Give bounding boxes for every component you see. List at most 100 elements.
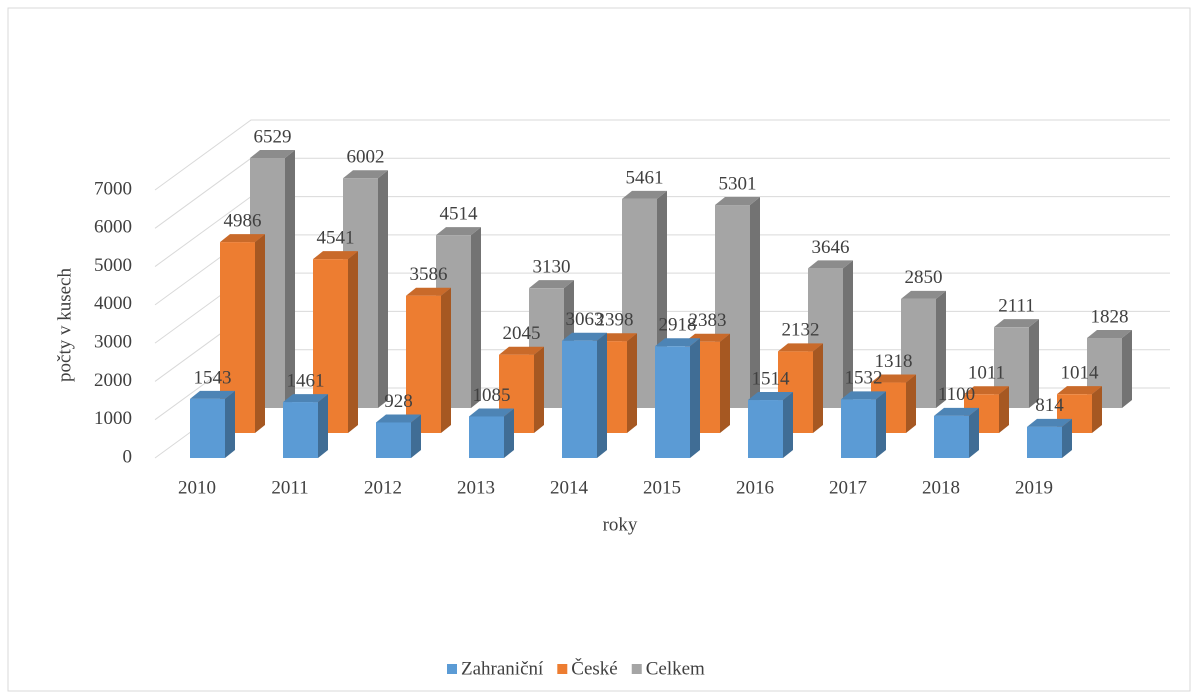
bar-side bbox=[690, 338, 700, 458]
bar-top bbox=[934, 407, 979, 416]
bar-side bbox=[876, 391, 886, 458]
bar-side bbox=[411, 414, 421, 458]
bar-side bbox=[1029, 319, 1039, 408]
data-label: 3646 bbox=[812, 237, 850, 258]
x-tick-label: 2017 bbox=[829, 477, 867, 498]
bar bbox=[841, 391, 886, 458]
bar-side bbox=[936, 290, 946, 408]
data-label: 1085 bbox=[473, 385, 511, 406]
bar-side bbox=[378, 170, 388, 408]
bar bbox=[469, 408, 514, 458]
bar-top bbox=[469, 408, 514, 417]
data-label: 1011 bbox=[968, 363, 1005, 384]
bar-side bbox=[843, 260, 853, 408]
bar-side bbox=[1092, 386, 1102, 433]
bar bbox=[1027, 418, 1072, 458]
bar-top bbox=[1027, 418, 1072, 427]
data-label: 1318 bbox=[875, 351, 913, 372]
bar-top bbox=[622, 190, 667, 199]
bar-top bbox=[1057, 386, 1102, 395]
data-label: 2918 bbox=[659, 315, 697, 336]
bar-side bbox=[1122, 330, 1132, 408]
bar-top bbox=[808, 260, 853, 269]
data-label: 1514 bbox=[752, 368, 791, 389]
bar-top bbox=[1087, 330, 1132, 339]
x-tick-label: 2012 bbox=[364, 477, 402, 498]
bar-side bbox=[627, 333, 637, 433]
data-label: 2111 bbox=[998, 296, 1035, 317]
bar-side bbox=[348, 251, 358, 433]
x-tick-label: 2019 bbox=[1015, 477, 1053, 498]
legend: Zahraniční České Celkem bbox=[447, 657, 705, 679]
bar-top bbox=[529, 280, 574, 289]
bar-front bbox=[406, 295, 441, 433]
bar-side bbox=[441, 287, 451, 433]
bar-side bbox=[471, 227, 481, 408]
data-label: 1532 bbox=[845, 368, 883, 389]
bar-top bbox=[499, 346, 544, 355]
bar bbox=[655, 338, 700, 458]
data-label: 3130 bbox=[533, 257, 571, 278]
bar bbox=[190, 390, 235, 458]
bar bbox=[283, 394, 328, 458]
y-tick-label: 1000 bbox=[94, 408, 132, 429]
bar-side bbox=[813, 343, 823, 433]
bar bbox=[748, 392, 793, 458]
bar-top bbox=[406, 287, 451, 296]
bar-top bbox=[964, 386, 1009, 395]
x-tick-label: 2016 bbox=[736, 477, 774, 498]
data-label: 5301 bbox=[719, 173, 757, 194]
data-label: 3586 bbox=[410, 264, 448, 285]
bar-front bbox=[1027, 426, 1062, 458]
bar-top bbox=[901, 290, 946, 299]
bar-side bbox=[225, 390, 235, 458]
bar-top bbox=[655, 338, 700, 347]
x-tick-label: 2010 bbox=[178, 477, 216, 498]
bar-side bbox=[504, 408, 514, 458]
legend-label: Zahraniční bbox=[461, 658, 544, 679]
x-tick-label: 2011 bbox=[271, 477, 308, 498]
x-tick-label: 2018 bbox=[922, 477, 960, 498]
data-label: 4514 bbox=[440, 204, 479, 225]
bar bbox=[499, 346, 544, 433]
bar-front bbox=[190, 398, 225, 458]
data-label: 2132 bbox=[782, 320, 820, 341]
bar-front bbox=[841, 399, 876, 458]
data-label: 1461 bbox=[287, 370, 325, 391]
bar-front bbox=[469, 416, 504, 458]
bar-top bbox=[220, 234, 265, 243]
y-tick-label: 2000 bbox=[94, 370, 132, 391]
data-label: 2850 bbox=[905, 267, 943, 288]
data-label: 6002 bbox=[347, 147, 385, 168]
bar-side bbox=[750, 197, 760, 408]
x-tick-label: 2014 bbox=[550, 477, 589, 498]
data-label: 6529 bbox=[254, 126, 292, 147]
data-label: 1014 bbox=[1061, 363, 1100, 384]
bar-side bbox=[720, 333, 730, 433]
bar bbox=[1087, 330, 1132, 408]
x-tick-label: 2015 bbox=[643, 477, 681, 498]
data-label: 3063 bbox=[566, 309, 604, 330]
bar bbox=[406, 287, 451, 433]
bar-top bbox=[436, 227, 481, 236]
bar-front bbox=[934, 415, 969, 458]
bar-top bbox=[283, 394, 328, 403]
bar-side bbox=[1062, 418, 1072, 458]
legend-swatch bbox=[557, 664, 568, 674]
bar-top bbox=[250, 150, 295, 159]
bar-front bbox=[376, 422, 411, 458]
bar-side bbox=[285, 150, 295, 408]
bar-side bbox=[318, 394, 328, 458]
legend-label: České bbox=[571, 657, 617, 679]
bar-side bbox=[969, 407, 979, 458]
bar bbox=[376, 414, 421, 458]
data-label: 5461 bbox=[626, 167, 664, 188]
bar-front bbox=[655, 346, 690, 458]
y-tick-label: 7000 bbox=[94, 178, 132, 199]
bar-side bbox=[255, 234, 265, 433]
bar-front bbox=[748, 400, 783, 458]
legend-label: Celkem bbox=[646, 658, 705, 679]
legend-swatch bbox=[447, 664, 457, 674]
data-label: 814 bbox=[1035, 395, 1064, 416]
